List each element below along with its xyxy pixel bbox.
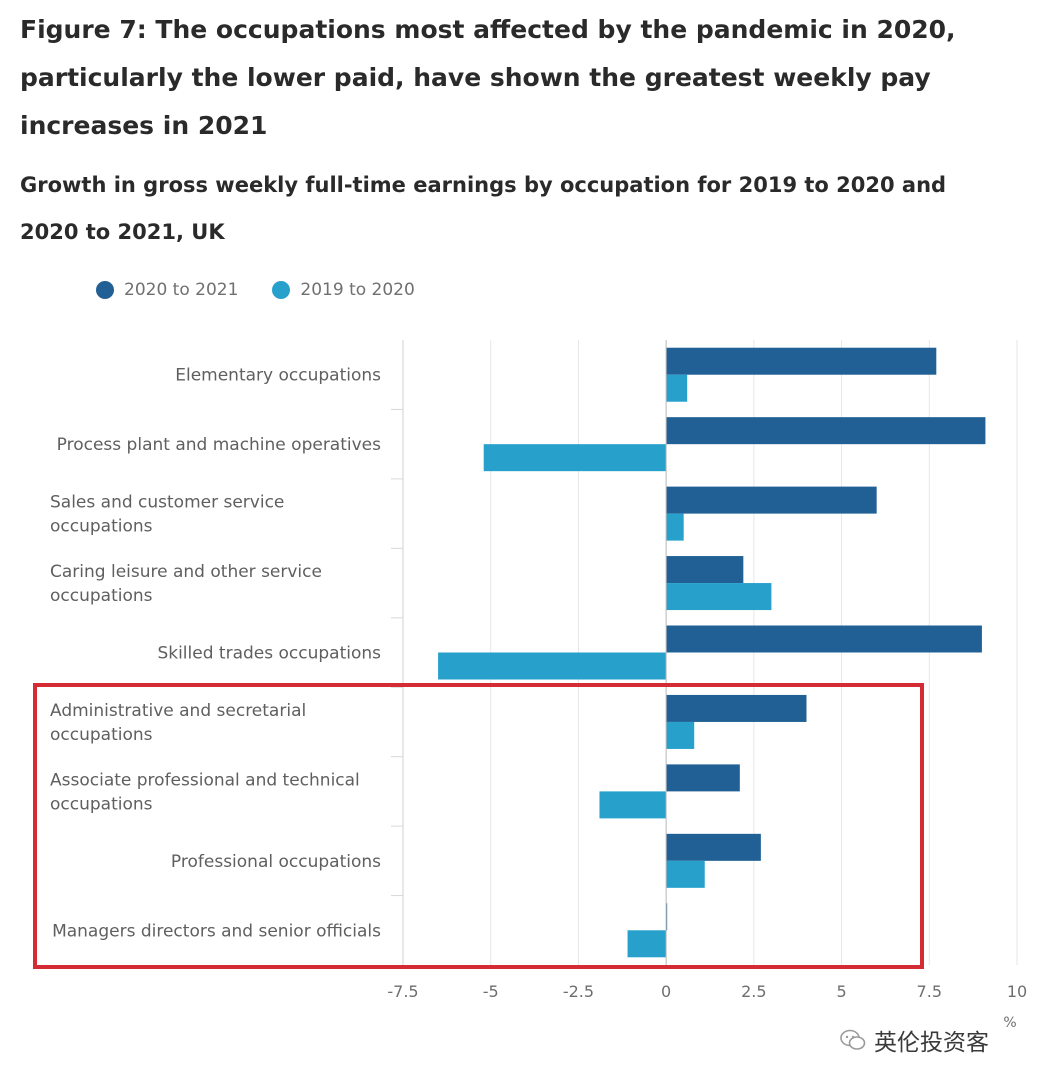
bar-2019-2020: [666, 374, 688, 402]
x-tick-label: 0: [661, 982, 671, 1001]
bar-2019-2020: [599, 791, 667, 819]
bar-2019-2020: [666, 860, 705, 888]
category-label: Associate professional and technical: [50, 770, 360, 790]
category-label: occupations: [50, 586, 153, 606]
bar-2020-2021: [666, 833, 761, 861]
x-tick-label: -5: [483, 982, 499, 1001]
legend-swatch-2020-2021: [96, 281, 114, 299]
bar-2020-2021: [666, 625, 982, 653]
bar-2020-2021: [666, 417, 986, 445]
highlight-box: [33, 683, 924, 969]
watermark: 英伦投资客: [840, 1020, 989, 1060]
x-tick-label: -7.5: [387, 982, 418, 1001]
legend-label-2020-2021: 2020 to 2021: [124, 280, 239, 300]
category-label: Elementary occupations: [175, 366, 381, 386]
bar-2019-2020: [666, 513, 684, 541]
x-axis-unit-label: %: [1003, 1015, 1016, 1030]
x-tick-label: 10: [1007, 982, 1027, 1001]
bar-chart: Elementary occupations Process plant and …: [50, 340, 1027, 1030]
bar-2020-2021: [666, 556, 744, 584]
x-tick-label: 2.5: [741, 982, 766, 1001]
bar-2019-2020: [627, 930, 667, 958]
category-label: Skilled trades occupations: [157, 644, 381, 664]
category-label: Administrative and secretarial: [50, 701, 306, 721]
category-label: Managers directors and senior officials: [52, 921, 381, 941]
category-label: occupations: [50, 725, 153, 745]
x-tick-label: 7.5: [917, 982, 942, 1001]
x-tick-label: 5: [836, 982, 846, 1001]
category-label: Sales and customer service: [50, 493, 284, 513]
bar-2019-2020: [438, 652, 667, 680]
category-label: Professional occupations: [171, 852, 381, 872]
category-label: occupations: [50, 794, 153, 814]
legend-item-2019-2020: 2019 to 2020: [272, 280, 415, 300]
bar-2020-2021: [666, 347, 937, 375]
x-tick-label: -2.5: [563, 982, 594, 1001]
bar-2019-2020: [483, 444, 667, 472]
bar-2019-2020: [666, 583, 772, 611]
watermark-text: 英伦投资客: [874, 1030, 989, 1056]
legend-label-2019-2020: 2019 to 2020: [300, 280, 415, 300]
chart-subtitle: Growth in gross weekly full-time earning…: [20, 173, 947, 244]
legend-item-2020-2021: 2020 to 2021: [96, 280, 238, 300]
bar-2020-2021: [666, 486, 877, 514]
category-label: occupations: [50, 517, 153, 537]
category-label: Caring leisure and other service: [50, 562, 322, 582]
category-label: Process plant and machine operatives: [57, 435, 381, 455]
bar-2020-2021: [666, 764, 740, 792]
bar-2020-2021: [666, 694, 807, 722]
bar-2019-2020: [666, 721, 695, 749]
legend-swatch-2019-2020: [272, 281, 291, 299]
chart-title: Figure 7: The occupations most affected …: [20, 15, 956, 140]
legend: 2020 to 2021 2019 to 2020: [96, 277, 449, 303]
wechat-icon: [840, 1029, 866, 1050]
